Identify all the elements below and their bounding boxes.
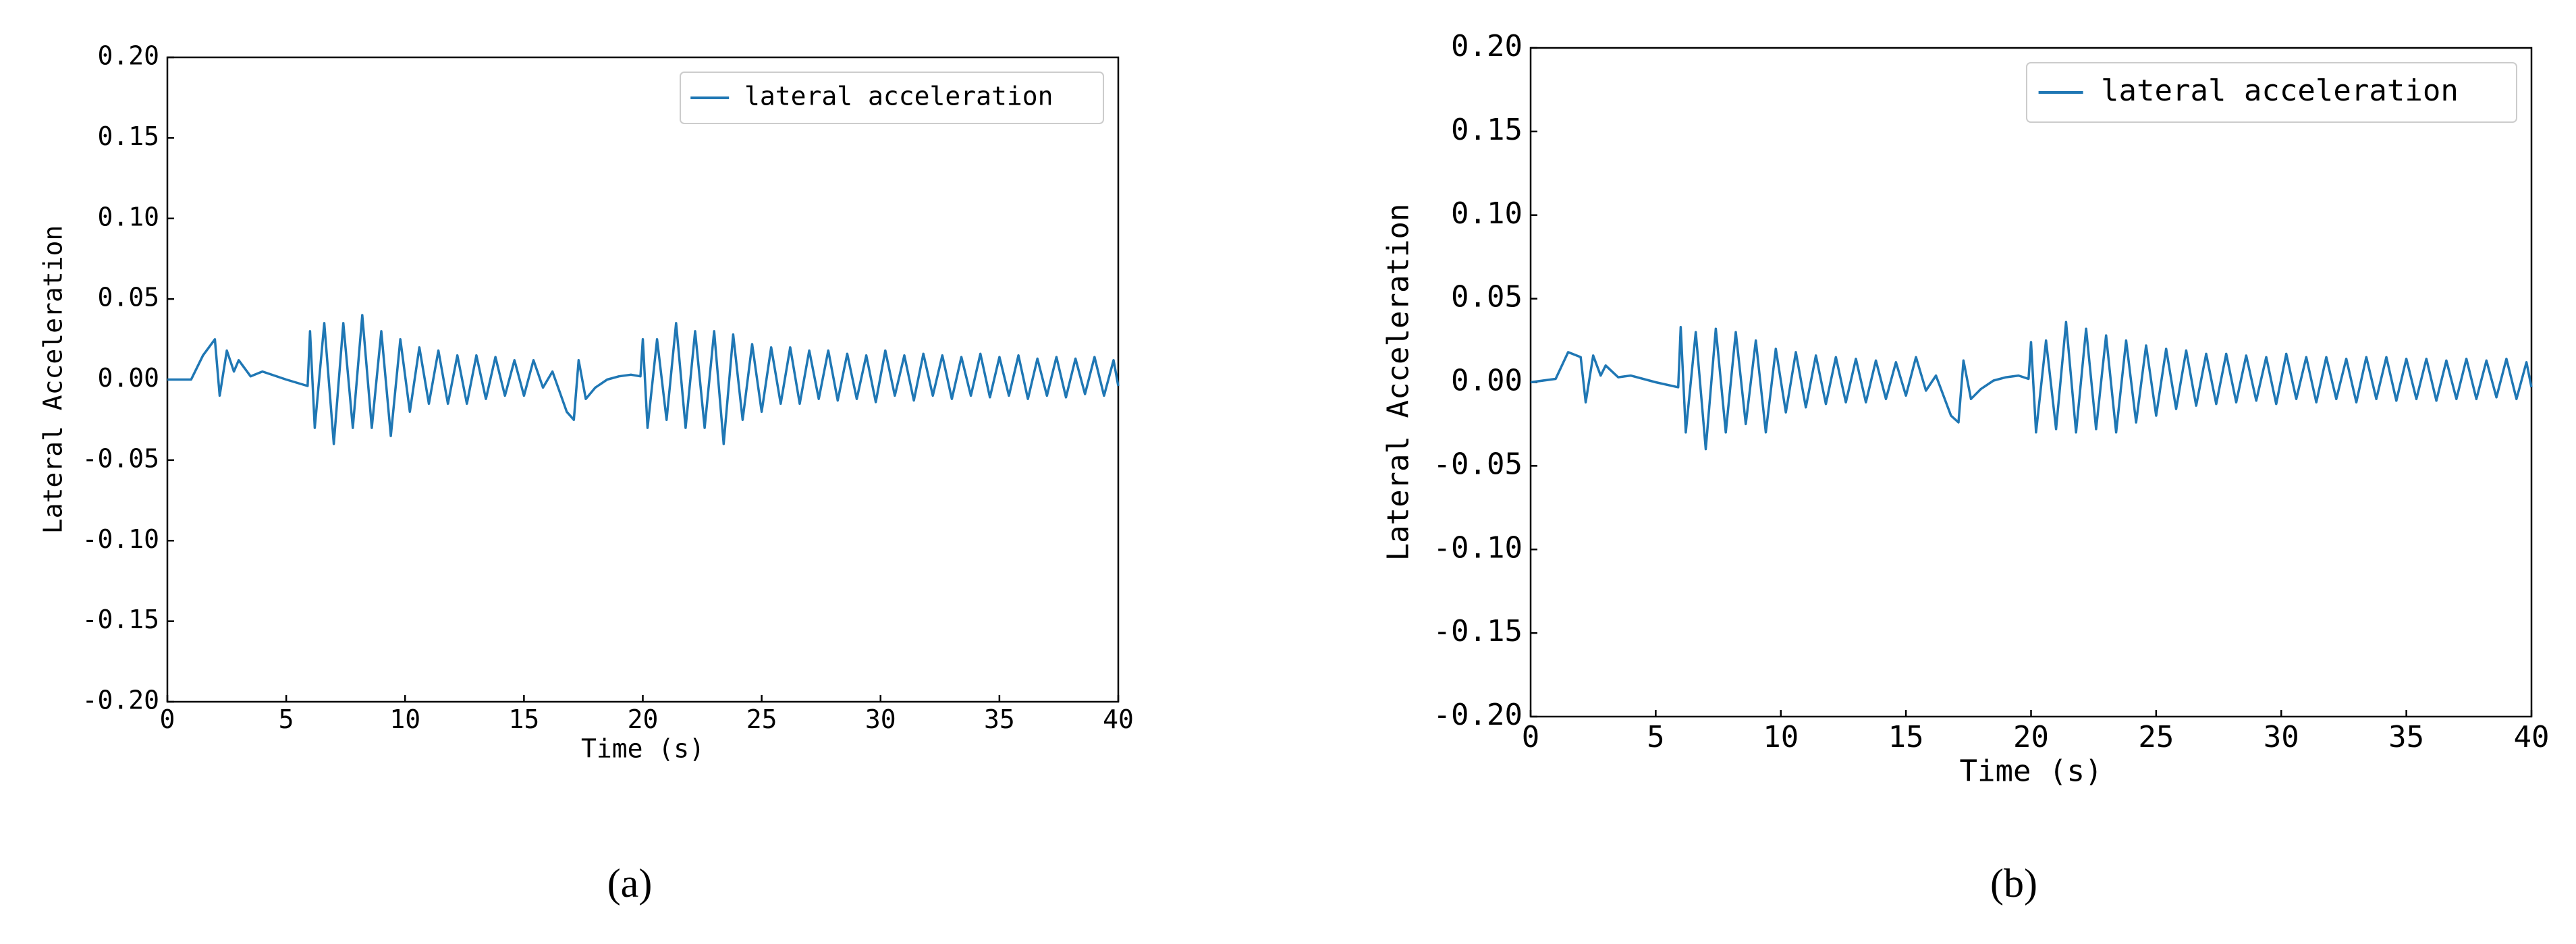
x-tick-label: 15: [1888, 720, 1924, 754]
y-tick-label: -0.15: [82, 605, 159, 634]
y-tick-label: 0.00: [1451, 364, 1523, 398]
y-tick-label: -0.10: [1433, 530, 1523, 565]
y-axis-label: Lateral Acceleration: [1381, 204, 1415, 561]
y-tick-label: -0.05: [1433, 447, 1523, 481]
data-line: [1530, 321, 2533, 451]
data-line: [167, 314, 1120, 445]
x-tick-label: 30: [2264, 720, 2299, 754]
caption: (b): [1990, 861, 2037, 906]
x-tick-label: 25: [746, 704, 777, 734]
y-tick-label: 0.20: [1451, 29, 1523, 63]
y-tick-label: 0.20: [97, 41, 159, 71]
x-tick-label: 10: [389, 704, 420, 734]
x-axis-label: Time (s): [581, 734, 705, 764]
y-tick-label: 0.15: [1451, 113, 1523, 147]
x-axis-label: Time (s): [1960, 754, 2103, 789]
y-tick-label: 0.05: [1451, 280, 1523, 314]
y-tick-label: -0.20: [1433, 698, 1523, 732]
x-tick-label: 0: [1522, 720, 1540, 754]
x-tick-label: 25: [2138, 720, 2174, 754]
y-tick-label: 0.10: [1451, 196, 1523, 231]
y-tick-label: 0.15: [97, 121, 159, 151]
x-tick-label: 40: [1103, 704, 1134, 734]
y-tick-label: -0.10: [82, 524, 159, 554]
legend-label: lateral acceleration: [744, 82, 1053, 111]
x-tick-label: 15: [508, 704, 539, 734]
y-tick-label: -0.15: [1433, 614, 1523, 648]
x-tick-label: 5: [279, 704, 294, 734]
x-tick-label: 35: [984, 704, 1015, 734]
legend-box: [2026, 62, 2517, 123]
x-tick-label: 10: [1763, 720, 1799, 754]
y-tick-label: 0.00: [97, 363, 159, 393]
x-tick-label: 20: [2013, 720, 2049, 754]
caption: (a): [607, 861, 653, 906]
y-tick-label: 0.05: [97, 283, 159, 312]
x-tick-label: 20: [628, 704, 659, 734]
y-tick-label: -0.05: [82, 443, 159, 473]
legend-box: [680, 72, 1104, 124]
y-axis-label: Lateral Acceleration: [38, 225, 67, 534]
legend-label: lateral acceleration: [2101, 74, 2459, 108]
y-tick-label: -0.20: [82, 686, 159, 715]
x-tick-label: 0: [160, 704, 175, 734]
x-tick-label: 35: [2388, 720, 2424, 754]
y-tick-label: 0.10: [97, 202, 159, 231]
x-tick-label: 30: [865, 704, 896, 734]
x-tick-label: 40: [2514, 720, 2550, 754]
x-tick-label: 5: [1647, 720, 1665, 754]
